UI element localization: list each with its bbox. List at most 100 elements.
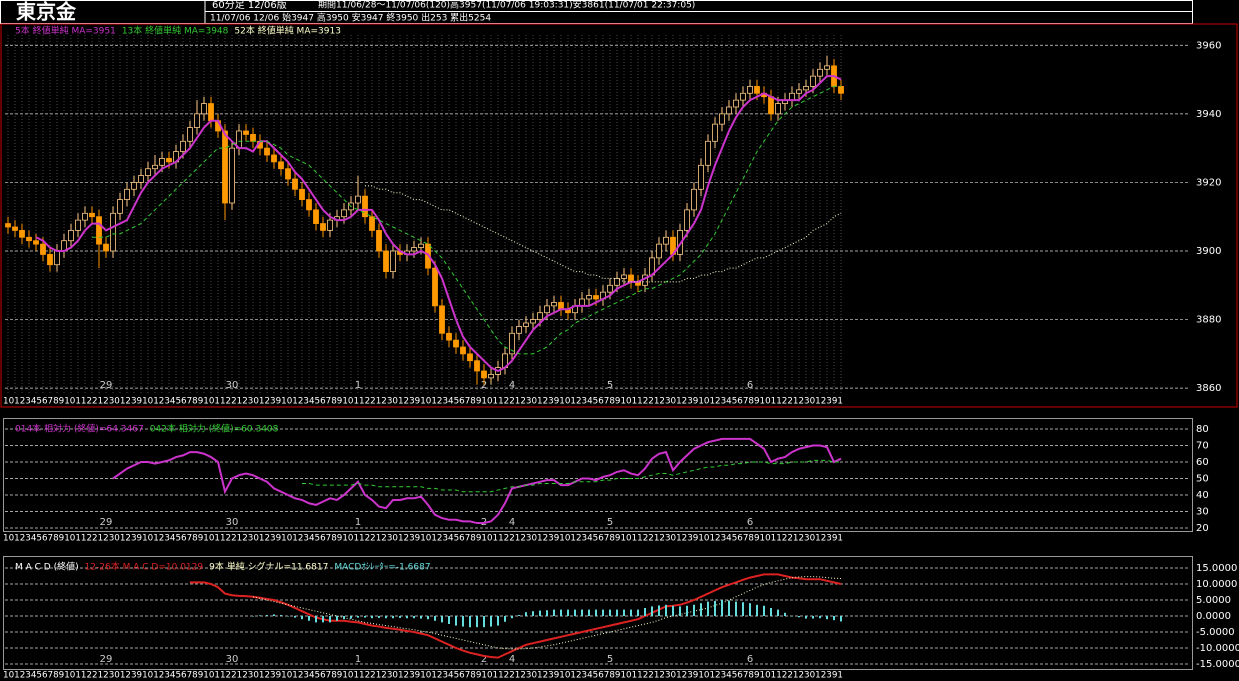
y-tick-label: 60 — [1196, 457, 1209, 468]
rsi-panel-frame — [3, 418, 1193, 532]
candle-body — [243, 130, 249, 135]
histogram-bar — [427, 616, 429, 620]
x-tick-label: 30 — [226, 380, 239, 391]
candle-body — [54, 250, 60, 266]
y-tick-label: 5.0000 — [1196, 595, 1231, 606]
y-tick-label: 30 — [1196, 507, 1209, 518]
candle-body — [523, 322, 529, 327]
histogram-bar — [812, 616, 814, 619]
histogram-bar — [378, 616, 380, 618]
candle-body — [838, 86, 844, 94]
candle-body — [201, 103, 207, 115]
histogram-bar — [840, 616, 842, 622]
histogram-bar — [399, 616, 401, 618]
histogram-bar — [546, 610, 548, 616]
histogram-bar — [756, 604, 758, 616]
histogram-bar — [560, 609, 562, 616]
histogram-bar — [728, 600, 730, 616]
histogram-bar — [343, 616, 345, 620]
legend-entry: 9本 単純 シグナル=11.6817 — [209, 561, 328, 573]
legend-entry: M A C D (終値) — [15, 561, 79, 573]
candle-body — [586, 295, 592, 300]
candle-body — [516, 326, 522, 334]
candle-body — [544, 305, 550, 314]
candle-body — [166, 158, 172, 163]
x-tick-label: 29 — [100, 380, 113, 391]
candle-body — [460, 346, 466, 355]
histogram-bar — [357, 616, 359, 618]
x-tick-label: 5 — [607, 517, 613, 528]
y-tick-label: 80 — [1196, 424, 1209, 435]
period-label: 60分足 12/06版 — [212, 0, 287, 11]
y-tick-label: -5.0000 — [1196, 627, 1235, 638]
candle-body — [5, 223, 11, 228]
candle-body — [75, 219, 81, 231]
x-tick-label: 29 — [100, 517, 113, 528]
y-tick-label: 15.0000 — [1196, 563, 1237, 574]
candle-body — [33, 240, 39, 245]
legend-entry: 52本 終値単純 MA=3913 — [234, 25, 341, 37]
candle-body — [698, 164, 704, 190]
histogram-bar — [623, 609, 625, 616]
histogram-bar — [294, 616, 296, 618]
histogram-bar — [504, 616, 506, 622]
candle-body — [110, 212, 116, 252]
x-tick-label: 4 — [509, 380, 515, 391]
candle-body — [82, 212, 88, 221]
y-tick-label: 10.0000 — [1196, 579, 1237, 590]
x-tick-label: 6 — [747, 654, 753, 665]
candle-body — [628, 274, 634, 283]
legend-entry: MACDｵｼﾚｰﾀｰ=-1.6687 — [334, 562, 430, 573]
hour-strip: 1012345678910112212301239101234567891011… — [3, 534, 843, 544]
indicator-line — [190, 573, 842, 659]
histogram-bar — [441, 616, 443, 623]
candle-body — [593, 295, 599, 300]
candle-body — [705, 140, 711, 166]
candle-body — [432, 267, 438, 307]
candle-body — [180, 140, 186, 152]
candle-body — [663, 236, 669, 245]
histogram-bar — [791, 616, 793, 617]
histogram-bar — [784, 612, 786, 616]
candle-body — [47, 254, 53, 266]
candle-body — [278, 161, 284, 170]
candle-body — [40, 243, 46, 255]
candle-body — [362, 195, 368, 218]
candle-body — [89, 212, 95, 218]
histogram-bar — [602, 609, 604, 616]
histogram-bar — [721, 600, 723, 616]
candle-body — [271, 154, 277, 163]
histogram-bar — [329, 616, 331, 623]
candle-body — [551, 302, 557, 307]
candle-body — [803, 86, 809, 91]
histogram-bar — [798, 616, 800, 618]
x-tick-label: 2 — [481, 654, 487, 665]
x-tick-label: 5 — [607, 654, 613, 665]
hour-strip: 1012345678910112212301239101234567891011… — [3, 671, 843, 681]
histogram-bar — [630, 609, 632, 616]
candle-body — [264, 147, 270, 156]
y-tick-label: 3960 — [1196, 40, 1221, 51]
candle-body — [530, 319, 536, 324]
histogram-bar — [385, 616, 387, 619]
candle-body — [453, 339, 459, 348]
histogram-bar — [553, 609, 555, 616]
candle-body — [537, 312, 543, 320]
histogram-bar — [735, 601, 737, 616]
indicator-line — [112, 437, 842, 525]
legend-entry: 042本 相対力 (終値)=60.3408 — [150, 423, 279, 435]
histogram-bar — [280, 615, 282, 616]
x-tick-label: 29 — [100, 654, 113, 665]
x-tick-label: 2 — [481, 380, 487, 391]
x-tick-label: 30 — [226, 654, 239, 665]
macd-panel-frame — [3, 556, 1193, 670]
histogram-bar — [707, 601, 709, 616]
indicator-line — [365, 185, 842, 283]
candle-body — [96, 216, 102, 245]
histogram-bar — [350, 616, 352, 619]
histogram-bar — [700, 603, 702, 616]
candle-body — [313, 209, 319, 224]
candle-body — [103, 243, 109, 252]
histogram-bar — [252, 616, 254, 617]
